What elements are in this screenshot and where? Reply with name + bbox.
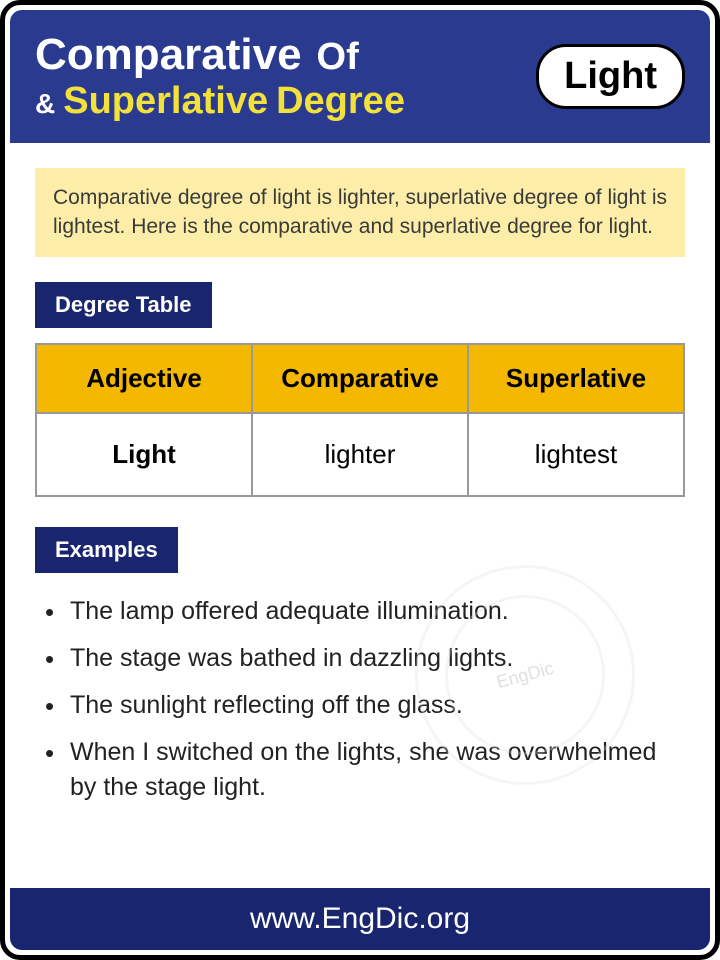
examples-list: The lamp offered adequate illumination. … <box>35 588 685 811</box>
column-comparative: Comparative <box>252 344 468 413</box>
degree-table: Adjective Comparative Superlative Light … <box>35 343 685 497</box>
list-item: The stage was bathed in dazzling lights. <box>45 635 685 682</box>
column-superlative: Superlative <box>468 344 684 413</box>
examples-label: Examples <box>35 527 178 573</box>
title-line-1: Comparative Of <box>35 30 536 80</box>
cell-superlative: lightest <box>468 413 684 496</box>
table-row: Light lighter lightest <box>36 413 684 496</box>
list-item: The lamp offered adequate illumination. <box>45 588 685 635</box>
list-item: When I switched on the lights, she was o… <box>45 729 685 811</box>
word-badge: Light <box>536 44 685 109</box>
degree-table-label: Degree Table <box>35 282 212 328</box>
title-line-2: & Superlative Degree <box>35 80 536 123</box>
cell-comparative: lighter <box>252 413 468 496</box>
table-header-row: Adjective Comparative Superlative <box>36 344 684 413</box>
degree-word: Degree <box>276 80 405 123</box>
cell-adjective: Light <box>36 413 252 496</box>
header-title: Comparative Of & Superlative Degree <box>35 30 536 123</box>
comparative-word: Comparative <box>35 30 302 80</box>
footer-bar: www.EngDic.org <box>10 888 710 950</box>
of-word: Of <box>317 36 359 79</box>
content-area: Comparative degree of light is lighter, … <box>5 148 715 831</box>
list-item: The sunlight reflecting off the glass. <box>45 682 685 729</box>
ampersand: & <box>35 88 55 120</box>
description-box: Comparative degree of light is lighter, … <box>35 168 685 257</box>
superlative-word: Superlative <box>63 80 268 123</box>
column-adjective: Adjective <box>36 344 252 413</box>
header-banner: Comparative Of & Superlative Degree Ligh… <box>10 10 710 143</box>
